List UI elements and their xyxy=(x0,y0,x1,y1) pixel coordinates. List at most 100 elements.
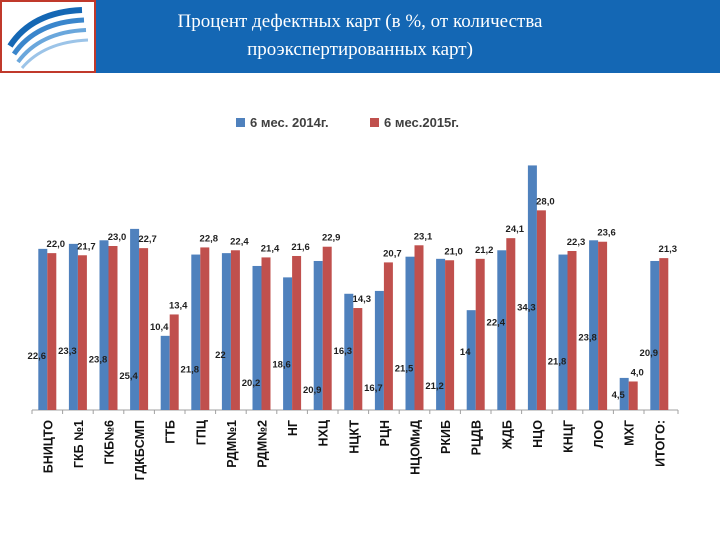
legend-swatch xyxy=(236,118,245,127)
bar-2014 xyxy=(252,265,262,410)
data-label: 21,2 xyxy=(475,245,494,256)
bar-2015 xyxy=(414,245,424,410)
bar-2015 xyxy=(108,246,118,410)
data-label: 22,9 xyxy=(322,233,341,244)
bar-2015 xyxy=(77,255,87,410)
bar-2015 xyxy=(230,250,240,410)
bar-2015 xyxy=(169,314,179,410)
bar-2015 xyxy=(383,262,393,410)
data-label: 20,2 xyxy=(242,378,261,389)
header-banner: Процент дефектных карт (в %, от количест… xyxy=(0,0,720,73)
bar-2015 xyxy=(445,260,455,410)
bar-2015 xyxy=(353,308,363,410)
data-label: 23,3 xyxy=(58,346,77,357)
bar-2014 xyxy=(466,310,476,410)
x-tick-label: НГ xyxy=(286,420,300,436)
data-label: 21,0 xyxy=(444,246,463,257)
data-label: 14,3 xyxy=(353,294,372,305)
bar-2014 xyxy=(497,250,507,410)
x-tick-label: РДМ№2 xyxy=(256,420,270,468)
data-label: 22,8 xyxy=(200,233,219,244)
data-label: 21,8 xyxy=(548,357,567,368)
bar-2015 xyxy=(47,253,57,410)
x-tick-label: ЛОО xyxy=(592,420,606,448)
x-tick-label: НЦОМиД xyxy=(409,420,423,475)
x-tick-label: НЦКТ xyxy=(347,420,361,454)
bar-2014 xyxy=(589,240,599,410)
bar-2014 xyxy=(99,240,109,410)
data-label: 34,3 xyxy=(517,302,536,313)
bar-2015 xyxy=(598,241,608,410)
bar-2014 xyxy=(130,228,140,410)
x-tick-label: НЦО xyxy=(531,420,545,448)
bar-2014 xyxy=(650,260,660,410)
data-label: 21,4 xyxy=(261,243,280,254)
page-title-line1: Процент дефектных карт (в %, от количест… xyxy=(177,11,543,32)
data-label: 20,9 xyxy=(640,348,659,359)
bar-2015 xyxy=(659,258,669,410)
legend-label: 6 мес.2015г. xyxy=(384,115,459,130)
bar-2014 xyxy=(313,260,323,410)
bar-2015 xyxy=(536,210,546,410)
data-label: 23,6 xyxy=(597,228,616,239)
data-label: 16,7 xyxy=(364,383,383,394)
data-label: 4,0 xyxy=(631,367,644,378)
bar-2014 xyxy=(191,254,201,410)
bar-2015 xyxy=(506,238,516,410)
x-tick-label: НХЦ xyxy=(317,419,331,446)
data-label: 22,4 xyxy=(487,317,506,328)
bar-2014 xyxy=(527,165,537,410)
data-label: 23,1 xyxy=(414,231,433,242)
x-tick-label: РКИБ xyxy=(439,420,453,454)
data-label: 23,0 xyxy=(108,232,127,243)
data-label: 21,5 xyxy=(395,364,414,375)
legend-label: 6 мес. 2014г. xyxy=(250,115,329,130)
x-tick-label: ГПЦ xyxy=(194,419,208,445)
x-tick-label: ЖДБ xyxy=(500,420,514,450)
data-label: 28,0 xyxy=(536,196,555,207)
bar-2015 xyxy=(292,255,302,410)
data-label: 20,7 xyxy=(383,248,402,259)
data-label: 22,0 xyxy=(47,239,66,250)
legend-swatch xyxy=(370,118,379,127)
x-tick-label: ИТОГО: xyxy=(653,420,667,467)
bar-2014 xyxy=(619,377,629,410)
bar-2015 xyxy=(261,257,271,410)
x-tick-label: ГКБ №1 xyxy=(72,420,86,468)
bar-2015 xyxy=(322,246,332,410)
data-label: 20,9 xyxy=(303,385,322,396)
data-label: 22,4 xyxy=(230,236,249,247)
data-label: 21,6 xyxy=(291,242,310,253)
data-label: 22 xyxy=(215,350,226,361)
wave-swirl-logo-icon xyxy=(7,7,89,69)
x-tick-label: РЦН xyxy=(378,420,392,447)
data-label: 22,7 xyxy=(138,234,157,245)
x-tick-label: МХГ xyxy=(623,420,637,446)
data-label: 14 xyxy=(460,347,471,358)
bar-2014 xyxy=(283,277,293,410)
bar-2015 xyxy=(628,381,638,410)
bar-2014 xyxy=(344,293,354,410)
data-label: 22,6 xyxy=(28,351,47,362)
x-tick-label: ГТБ xyxy=(164,420,178,444)
bar-2015 xyxy=(567,250,577,410)
data-label: 25,4 xyxy=(119,371,138,382)
bar-2015 xyxy=(200,247,210,410)
data-label: 16,3 xyxy=(334,346,353,357)
bar-2014 xyxy=(374,290,384,410)
data-label: 21,8 xyxy=(181,365,200,376)
x-tick-label: КНЦГ xyxy=(562,420,576,453)
bar-2014 xyxy=(38,248,48,410)
bar-2014 xyxy=(558,254,568,410)
data-label: 21,3 xyxy=(659,244,678,255)
data-label: 21,7 xyxy=(77,241,96,252)
data-label: 22,3 xyxy=(567,237,586,248)
data-label: 4,5 xyxy=(612,390,626,401)
data-label: 13,4 xyxy=(169,300,188,311)
bar-2015 xyxy=(475,258,485,410)
bar-2014 xyxy=(68,243,78,410)
bar-2014 xyxy=(436,258,446,410)
bar-2014 xyxy=(405,256,415,410)
x-tick-label: ГДКБСМП xyxy=(133,420,147,480)
